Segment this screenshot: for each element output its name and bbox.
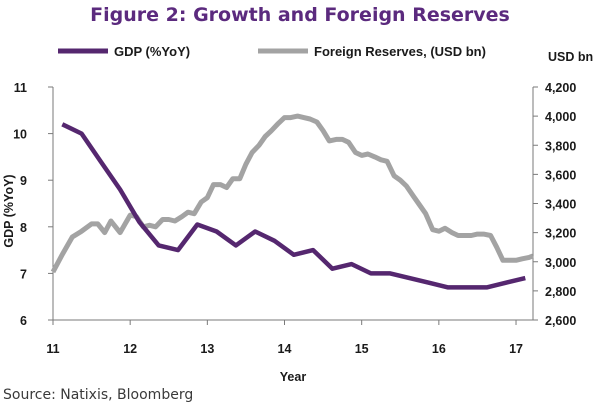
legend-label-reserves: Foreign Reserves, (USD bn) (314, 44, 486, 59)
left-axis-title: GDP (%YoY) (2, 174, 16, 247)
source-note: Source: Natixis, Bloomberg (3, 387, 193, 402)
x-tick-label: 17 (509, 342, 523, 356)
right-y-tick-label: 4,000 (545, 110, 576, 124)
x-tick-label: 13 (200, 342, 214, 356)
right-y-tick-label: 2,800 (545, 285, 576, 299)
left-y-tick-label: 8 (20, 221, 27, 235)
left-y-tick-label: 10 (13, 128, 27, 142)
right-y-tick-label: 3,400 (545, 198, 576, 212)
chart-title: Figure 2: Growth and Foreign Reserves (90, 4, 510, 26)
right-y-tick-label: 3,000 (545, 256, 576, 270)
x-tick-label: 14 (278, 342, 292, 356)
right-y-tick-label: 3,600 (545, 168, 576, 182)
x-tick-label: 12 (123, 342, 137, 356)
reserves-series-line (50, 113, 534, 274)
left-y-tick-label: 11 (14, 81, 27, 95)
right-y-tick-label: 3,800 (545, 139, 576, 153)
plot-area (50, 113, 534, 290)
legend: GDP (%YoY) Foreign Reserves, (USD bn) (58, 44, 486, 59)
x-tick-label: 11 (46, 342, 59, 356)
left-y-tick-label: 6 (20, 314, 27, 328)
axes: 11 12 13 14 15 16 17 6 7 8 9 10 11 2,600 2,800 3,000 3,2… (13, 81, 576, 356)
right-y-tick-label: 4,200 (545, 81, 576, 95)
left-y-tick-label: 9 (20, 174, 27, 188)
gdp-series-line (61, 122, 526, 290)
legend-label-gdp: GDP (%YoY) (114, 44, 190, 59)
left-y-tick-label: 7 (20, 267, 27, 281)
x-tick-label: 16 (432, 342, 446, 356)
x-tick-label: 15 (355, 342, 369, 356)
x-axis-title: Year (280, 370, 307, 384)
right-y-tick-label: 2,600 (545, 314, 576, 328)
right-axis-title: USD bn (548, 50, 593, 64)
right-y-tick-label: 3,200 (545, 227, 576, 241)
